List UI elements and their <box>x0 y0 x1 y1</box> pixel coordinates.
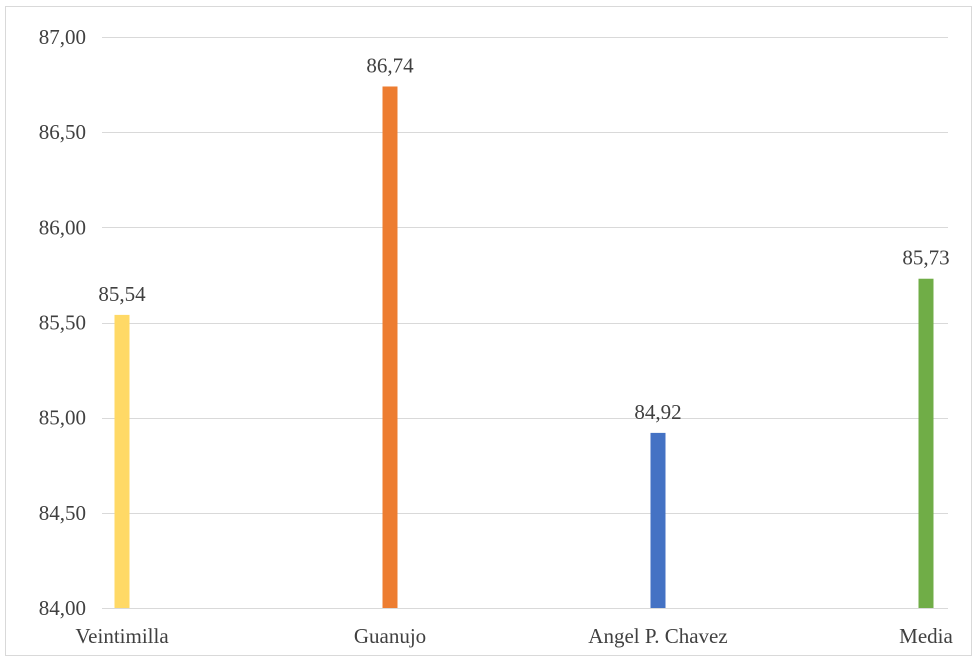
x-tick-label: Media <box>899 624 953 648</box>
gridlines <box>102 37 948 609</box>
x-tick-label: Veintimilla <box>75 624 169 648</box>
bar-media <box>918 278 934 608</box>
bars <box>114 86 934 608</box>
x-tick-label: Angel P. Chavez <box>588 624 727 648</box>
y-tick-label: 84,50 <box>39 501 86 525</box>
data-label: 86,74 <box>366 53 414 77</box>
y-tick-label: 86,50 <box>39 120 86 144</box>
y-tick-label: 86,00 <box>39 215 86 239</box>
bar-guanujo <box>382 86 398 608</box>
data-labels: 85,54 86,74 84,92 85,73 <box>98 53 949 423</box>
data-label: 84,92 <box>634 400 681 424</box>
data-label: 85,54 <box>98 282 146 306</box>
bar-veintimilla <box>114 314 130 608</box>
y-tick-label: 85,50 <box>39 311 86 335</box>
y-tick-label: 87,00 <box>39 25 86 49</box>
chart-frame <box>5 6 972 656</box>
y-axis-tick-labels: 84,00 84,50 85,00 85,50 86,00 86,50 87,00 <box>39 25 86 620</box>
y-tick-label: 85,00 <box>39 406 86 430</box>
x-axis-tick-labels: Veintimilla Guanujo Angel P. Chavez Media <box>75 624 953 648</box>
data-label: 85,73 <box>902 246 949 270</box>
x-tick-label: Guanujo <box>354 624 426 648</box>
y-tick-label: 84,00 <box>39 596 86 620</box>
bar-angel-p-chavez <box>650 432 666 608</box>
